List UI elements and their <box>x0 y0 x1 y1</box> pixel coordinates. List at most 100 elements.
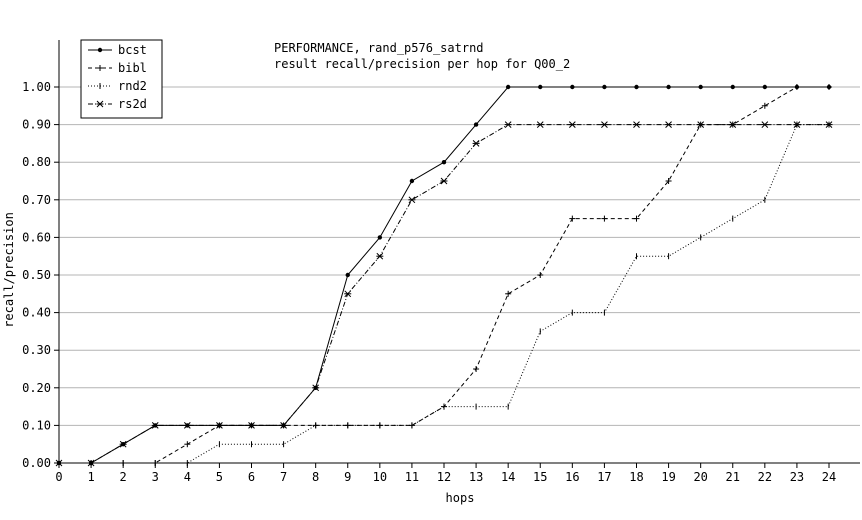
y-tick-label: 0.10 <box>22 418 51 432</box>
series-rs2d <box>55 121 833 467</box>
x-tick-label: 16 <box>565 470 579 484</box>
axes: 0.00 0.10 0.20 0.30 0.40 0.50 0.60 0.70 0.80 0.90… <box>22 40 860 484</box>
y-tick-label: 0.90 <box>22 118 51 132</box>
x-tick-label: 6 <box>248 470 255 484</box>
x-tick-label: 2 <box>120 470 127 484</box>
x-tick-label: 12 <box>437 470 451 484</box>
x-tick-label: 17 <box>597 470 611 484</box>
series-rs2d-marker <box>665 121 673 128</box>
x-tick-label: 10 <box>373 470 387 484</box>
series-bibl-marker <box>473 366 480 372</box>
series-rs2d-marker <box>825 121 833 128</box>
x-tick-label: 4 <box>184 470 191 484</box>
legend-item-rnd2: rnd2 <box>88 79 147 93</box>
legend-label: rnd2 <box>118 79 147 93</box>
series-rs2d-marker <box>793 121 801 128</box>
chart-subtitle: result recall/precision per hop for Q00_… <box>274 57 570 71</box>
series-bcst-marker <box>538 84 543 90</box>
series-rs2d-marker <box>376 252 384 260</box>
x-tick-label: 11 <box>405 470 419 484</box>
series-rs2d-marker <box>472 140 480 147</box>
series-rs2d-marker <box>215 422 223 429</box>
series-bcst-marker <box>666 84 671 90</box>
x-tick-label: 18 <box>629 470 643 484</box>
series-rs2d-marker <box>183 422 191 429</box>
x-tick-label: 20 <box>693 470 707 484</box>
legend-item-rs2d: rs2d <box>88 97 147 111</box>
series-bibl-marker <box>761 102 768 109</box>
x-axis-label: hops <box>446 491 475 505</box>
x-tick-label: 7 <box>280 470 287 484</box>
series-bcst-marker <box>698 84 703 90</box>
legend-label: bcst <box>118 43 147 57</box>
series-rs2d-marker <box>344 290 352 298</box>
series-layer <box>55 84 833 467</box>
series-line-rs2d <box>59 124 829 464</box>
y-tick-label: 0.00 <box>22 456 51 470</box>
series-bcst-marker <box>441 160 447 165</box>
series-rs2d-marker <box>312 384 320 392</box>
x-tick-label: 3 <box>152 470 159 484</box>
y-tick-label: 0.60 <box>22 230 51 244</box>
series-bibl-marker <box>601 215 608 222</box>
x-tick-label: 5 <box>216 470 223 484</box>
series-rs2d-marker <box>633 121 640 128</box>
series-rs2d-marker <box>87 459 95 467</box>
series-rs2d-marker <box>536 121 544 128</box>
y-axis-label: recall/precision <box>2 212 16 328</box>
series-bibl-marker <box>665 178 672 184</box>
legend-bcst-marker <box>97 47 103 53</box>
x-tick-label: 1 <box>87 470 94 484</box>
series-bibl-marker <box>633 215 640 222</box>
y-tick-label: 0.70 <box>22 193 51 207</box>
legend-item-bibl: bibl <box>88 61 147 75</box>
x-tick-label: 15 <box>533 470 547 484</box>
series-bibl-marker <box>184 441 191 448</box>
x-tick-label: 14 <box>501 470 515 484</box>
legend-rs2d-marker <box>96 100 104 108</box>
x-tick-label: 21 <box>726 470 740 484</box>
series-bcst-marker <box>409 178 415 184</box>
series-bcst-marker <box>730 84 735 90</box>
legend-bibl-marker <box>97 65 103 71</box>
legend: bcst bibl rnd2 rs2d <box>80 39 163 119</box>
series-bcst-marker <box>505 84 511 90</box>
series-bibl-marker <box>793 84 800 90</box>
series-rnd2 <box>58 121 830 466</box>
series-rs2d-marker <box>151 422 159 429</box>
series-rs2d-marker <box>504 121 512 128</box>
series-bibl-marker <box>569 215 576 222</box>
legend-box <box>80 39 163 119</box>
legend-label: bibl <box>118 61 147 75</box>
series-bcst-marker <box>345 272 350 278</box>
series-bibl-marker <box>826 84 832 90</box>
series-bcst-marker <box>570 84 575 90</box>
y-tick-label: 0.80 <box>22 155 51 169</box>
series-bibl-marker <box>537 272 544 278</box>
y-tick-label: 0.20 <box>22 381 51 395</box>
x-tick-label: 24 <box>822 470 836 484</box>
y-tick-label: 1.00 <box>22 80 51 94</box>
x-tick-label: 8 <box>312 470 319 484</box>
series-bcst-marker <box>634 84 639 90</box>
legend-item-bcst: bcst <box>88 43 147 57</box>
series-bcst-marker <box>377 235 383 240</box>
series-rs2d-marker <box>440 177 448 185</box>
series-rs2d-marker <box>600 121 608 128</box>
series-bcst-marker <box>473 122 479 127</box>
series-rs2d-marker <box>568 121 576 128</box>
x-tick-label: 23 <box>790 470 804 484</box>
x-tick-label: 0 <box>55 470 62 484</box>
series-rs2d-marker <box>729 121 737 128</box>
chart-title: PERFORMANCE, rand_p576_satrnd <box>274 41 484 55</box>
y-tick-label: 0.40 <box>22 306 51 320</box>
x-tick-label: 22 <box>758 470 772 484</box>
series-rs2d-marker <box>55 459 63 467</box>
series-rs2d-marker <box>119 440 127 448</box>
series-line-rnd2 <box>59 124 829 464</box>
x-tick-label: 9 <box>344 470 351 484</box>
series-bcst-marker <box>602 84 607 90</box>
series-rs2d-marker <box>761 121 769 128</box>
series-bcst-marker <box>762 84 768 90</box>
